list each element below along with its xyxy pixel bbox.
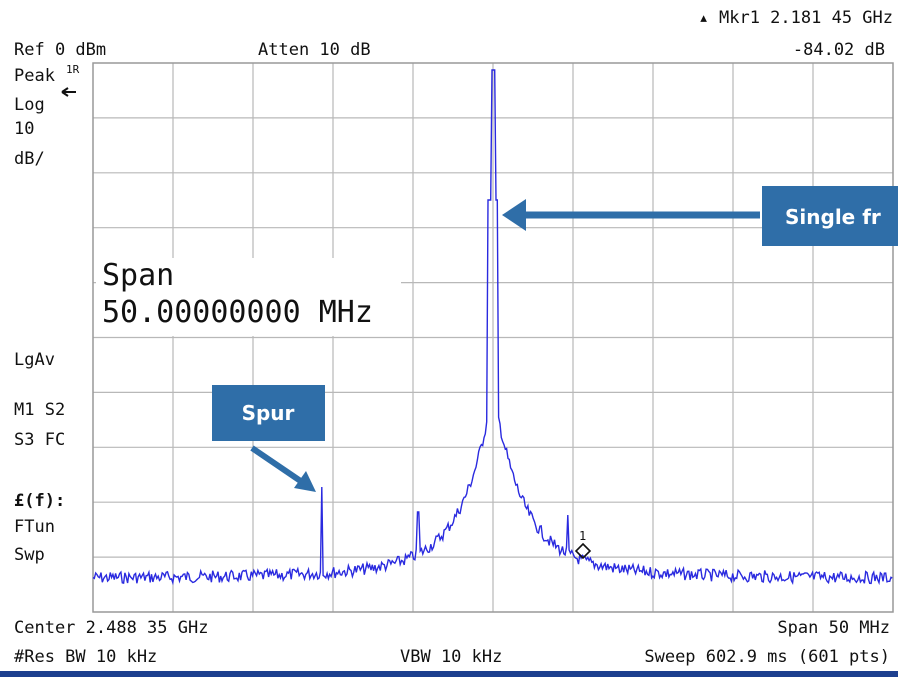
ftun: FTun [14, 517, 55, 537]
scale-type: Log [14, 95, 45, 115]
rbw: #Res BW 10 kHz [14, 647, 157, 667]
callout-text: Single fr [785, 205, 881, 229]
scale-value: 10 [14, 119, 34, 139]
function: £(f): [14, 491, 65, 511]
marker-number: 1 [579, 529, 586, 543]
center-freq: Center 2.488 35 GHz [14, 618, 208, 638]
attenuation: Atten 10 dB [258, 40, 371, 60]
ref-arrow [61, 87, 76, 97]
detector: Peak [14, 66, 55, 86]
marker-diamond [574, 542, 592, 560]
spur-text: Spur [242, 401, 295, 425]
spur-box [212, 385, 325, 441]
spur-arrowhead [294, 471, 316, 492]
callout-box [762, 186, 898, 246]
spectrum-trace [92, 69, 893, 586]
sweep: Sweep 602.9 ms (601 pts) [644, 647, 890, 667]
vbw: VBW 10 kHz [400, 647, 502, 667]
spur-arrow [250, 445, 304, 485]
span-label: Span [102, 258, 174, 293]
grid [93, 63, 893, 612]
bottom-bar [0, 671, 898, 677]
marker-delta: -84.02 dB [793, 40, 885, 60]
marker-readout: ▴ Mkr1 2.181 45 GHz [699, 8, 893, 28]
trace-indicator: 1R [66, 63, 80, 76]
scale-unit: dB/ [14, 149, 45, 169]
graticule-border [92, 62, 894, 613]
span-freq: Span 50 MHz [777, 618, 890, 638]
span-value: 50.00000000 MHz [102, 295, 373, 330]
marker-state: M1 S2 [14, 400, 65, 420]
callout-arrowhead [502, 199, 526, 231]
averaging: LgAv [14, 350, 55, 370]
ref-level: Ref 0 dBm [14, 40, 106, 60]
span-overlay-bg [96, 258, 401, 336]
swp: Swp [14, 545, 45, 565]
sweep-state: S3 FC [14, 430, 65, 450]
